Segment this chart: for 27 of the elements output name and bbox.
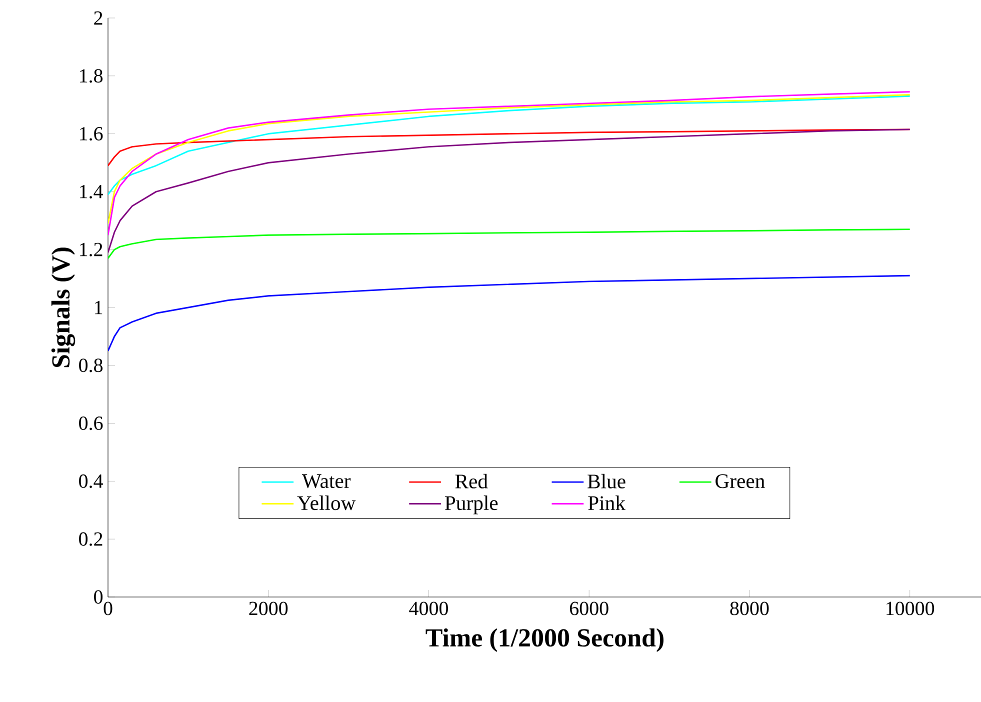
legend-label: Red [455, 474, 488, 488]
y-tick-label: 0.8 [79, 358, 103, 372]
x-tick-label: 6000 [570, 602, 608, 616]
y-tick-label: 0.4 [79, 474, 103, 488]
line-series [108, 228, 911, 260]
legend-label: Yellow [297, 496, 356, 510]
y-tick-label: 0 [94, 590, 103, 604]
x-tick-label: 0 [104, 602, 112, 616]
legend-label: Purple [444, 496, 498, 514]
y-tick-label: 2 [94, 11, 102, 25]
x-axis-title: Time (1/2000 Second) [426, 628, 664, 652]
x-tick-label: 10000 [886, 602, 934, 616]
y-tick-label: 0.2 [79, 532, 102, 546]
y-axis-title: Signals (V) [51, 248, 76, 368]
legend-label: Green [716, 474, 765, 488]
legend-label: Water [302, 474, 351, 488]
y-tick-label: 1.6 [80, 127, 103, 141]
legend-label: Blue [588, 474, 626, 488]
y-tick-label: 1.8 [80, 69, 103, 83]
y-tick-label: 0.6 [79, 416, 103, 430]
legend-label: Pink [588, 496, 626, 510]
x-tick-label: 4000 [409, 602, 448, 616]
x-tick-label: 2000 [249, 602, 288, 616]
y-tick-label: 1.4 [80, 184, 103, 198]
x-tick-label: 8000 [730, 602, 769, 616]
y-tick-label: 1.2 [80, 242, 102, 256]
y-tick-label: 1 [95, 300, 102, 314]
